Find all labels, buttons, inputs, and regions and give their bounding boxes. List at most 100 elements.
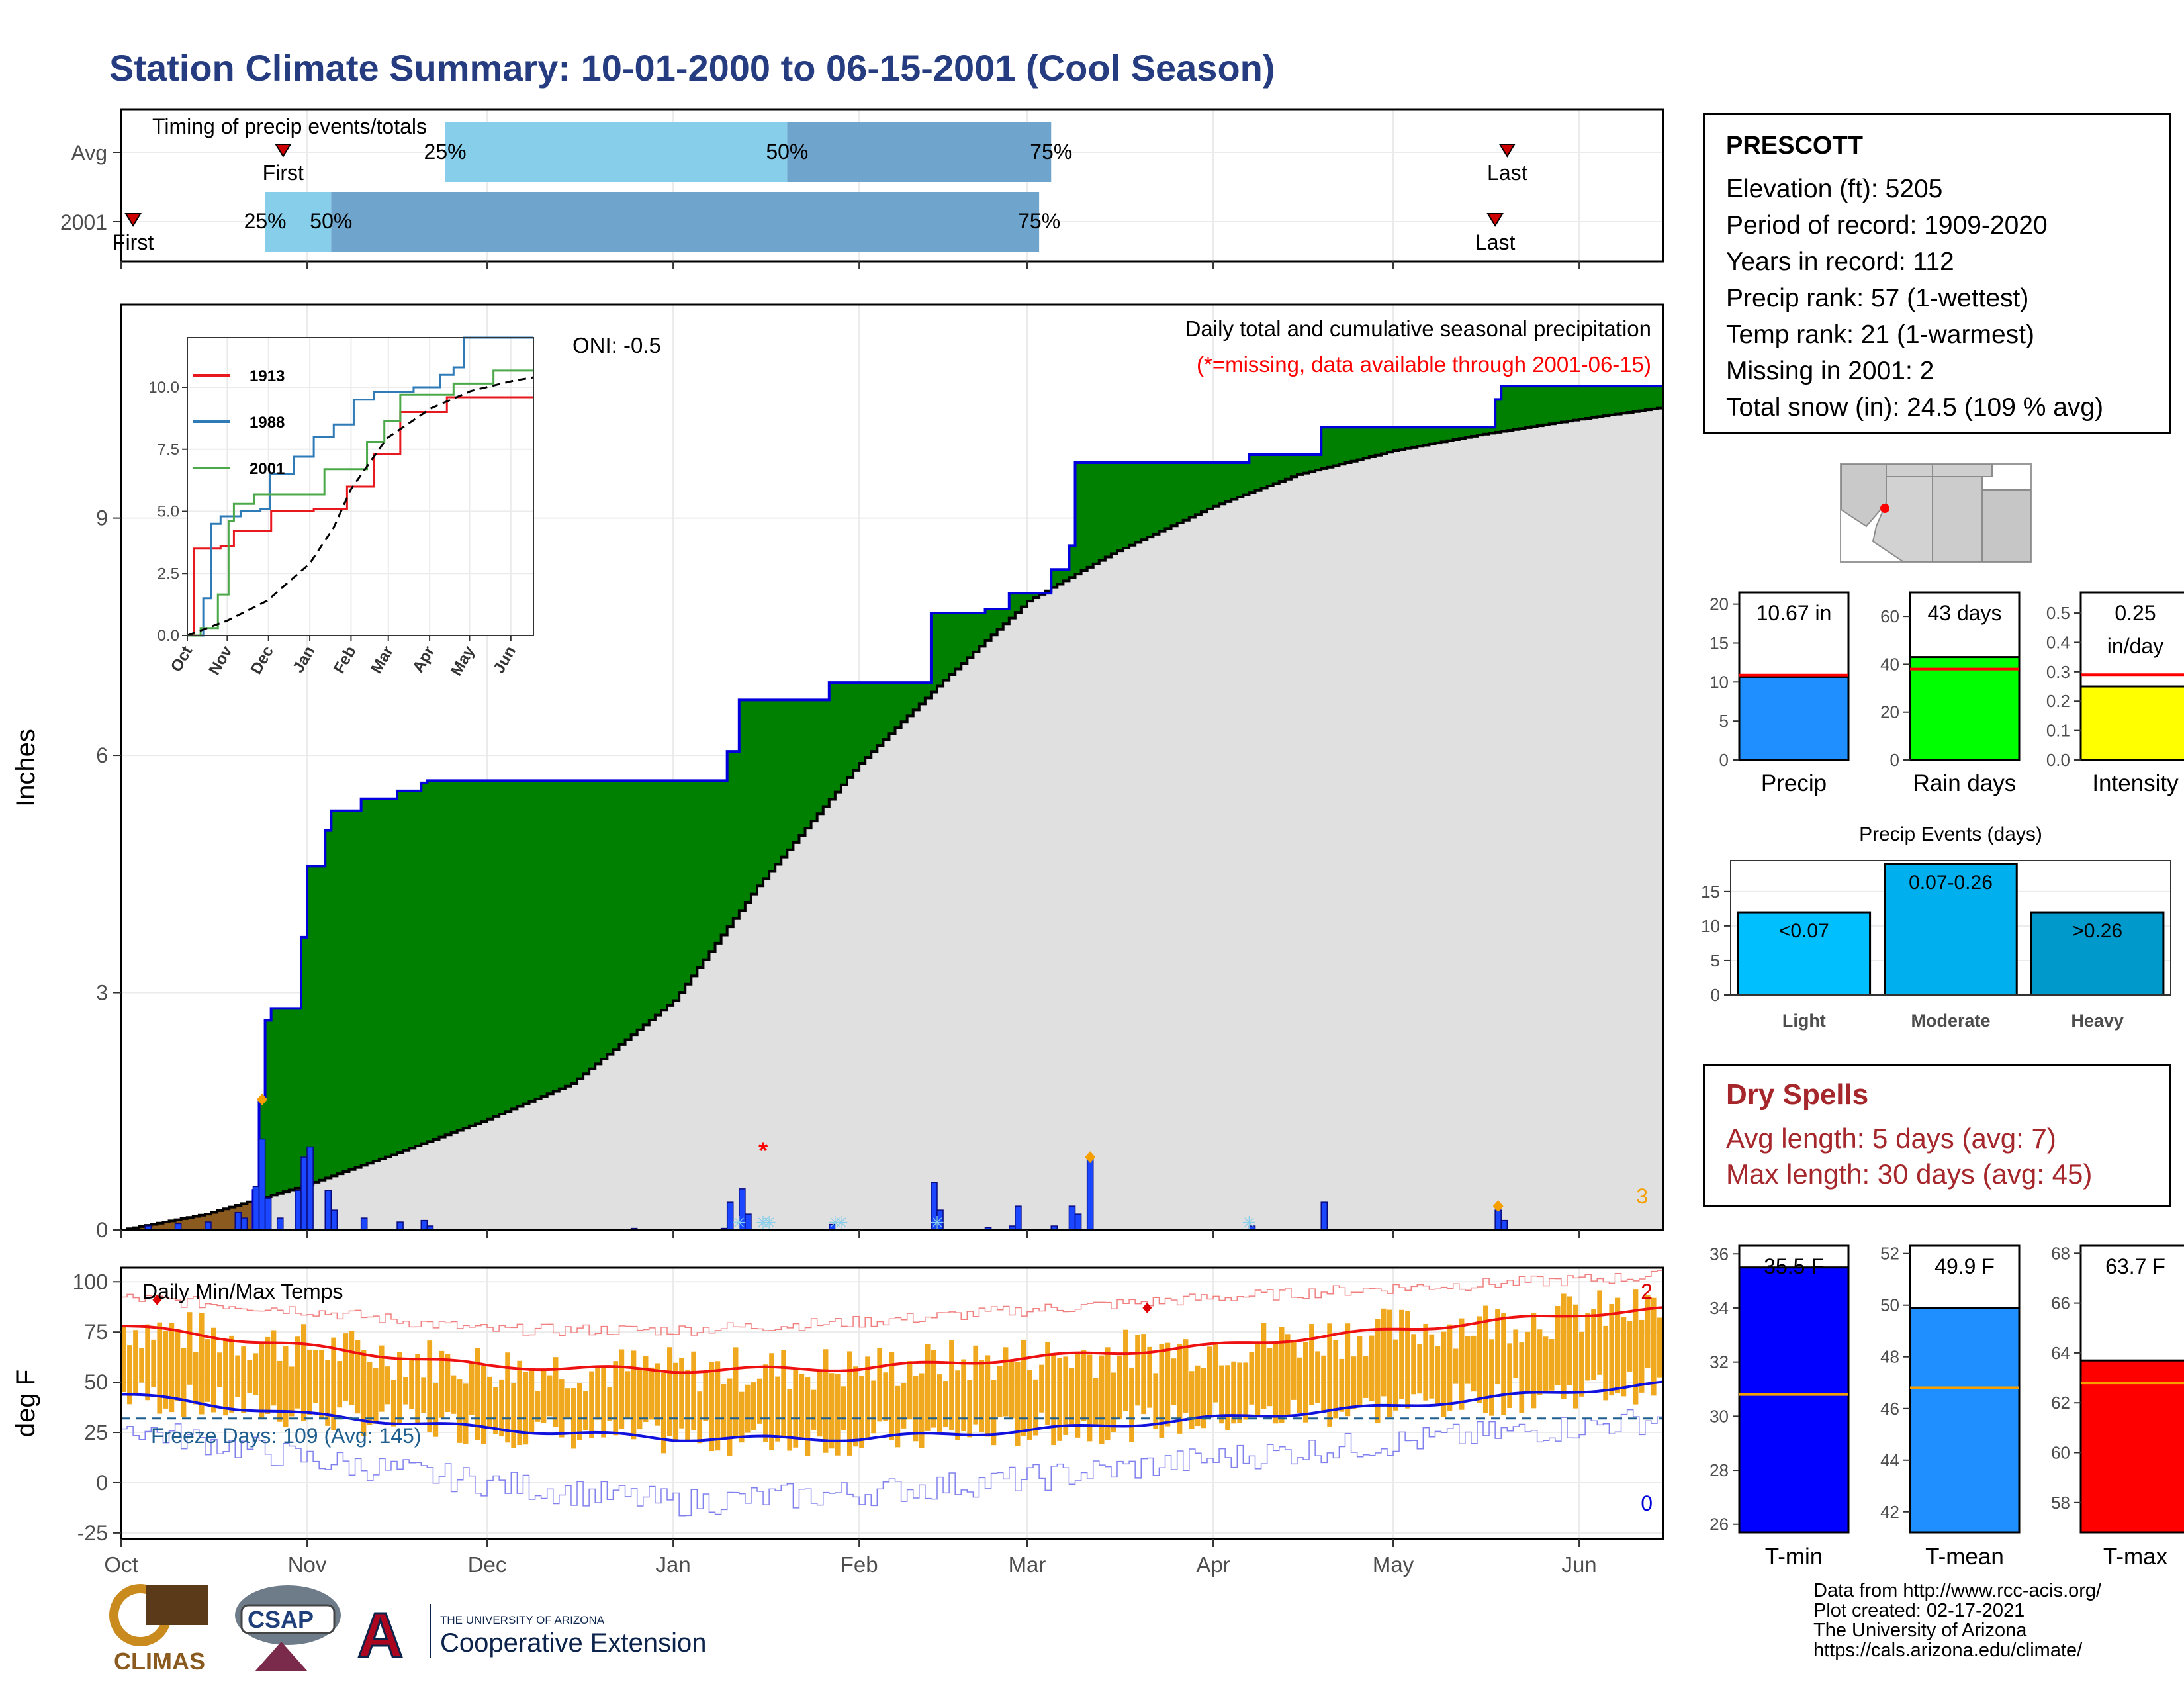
dry-spells-title: Dry Spells	[1726, 1078, 1869, 1111]
avg-max-line	[120, 1306, 1664, 1374]
daily-temp-bar	[655, 1363, 660, 1426]
daily-temp-bar	[1225, 1365, 1230, 1431]
climas-text: CLIMAS	[114, 1648, 205, 1675]
daily-temp-bar	[589, 1371, 594, 1439]
daily-temp-bar	[1171, 1358, 1177, 1405]
station-line: Missing in 2001: 2	[1726, 357, 1934, 385]
daily-temp-bar	[1129, 1367, 1134, 1442]
daily-temp-bar	[889, 1352, 895, 1440]
daily-temp-bar	[205, 1339, 210, 1402]
daily-temp-bar	[1273, 1342, 1279, 1424]
snow-day-marker: ✳	[762, 1213, 776, 1233]
month-label: May	[1373, 1552, 1414, 1577]
daily-temp-bar	[625, 1371, 631, 1419]
daily-temp-bar	[1507, 1343, 1512, 1409]
daily-temp-bar	[1435, 1346, 1441, 1405]
daily-temp-bar	[1603, 1325, 1609, 1401]
temp-y-tick-label: 50	[84, 1370, 108, 1394]
gauge-tick-label: 0.1	[2046, 721, 2070, 741]
daily-temp-bar	[480, 1366, 486, 1444]
daily-temp-bar	[913, 1376, 919, 1442]
gauge-name-T-min: T-min	[1765, 1544, 1823, 1570]
daily-temp-bar	[1381, 1308, 1387, 1397]
record-high-marker	[1142, 1302, 1152, 1313]
daily-temp-bar	[1057, 1358, 1063, 1441]
daily-temp-bar	[439, 1350, 445, 1418]
daily-temp-bar	[1489, 1339, 1494, 1416]
daily-temp-bar	[349, 1331, 355, 1405]
gauge-tick-label: 68	[2051, 1243, 2070, 1263]
daily-temp-bar	[241, 1346, 247, 1413]
daily-temp-bar	[1015, 1362, 1021, 1446]
record-high-count: 2	[1641, 1280, 1653, 1303]
daily-temp-bar	[1003, 1347, 1009, 1417]
gauge-name-T-max: T-max	[2103, 1544, 2168, 1570]
daily-temp-bar	[1297, 1357, 1302, 1413]
csap-mountain	[255, 1642, 308, 1671]
daily-temp-bar	[415, 1354, 420, 1425]
gauge-tick-label: 58	[2051, 1493, 2070, 1513]
daily-precip-bar	[306, 1146, 314, 1231]
logo-strip: CLIMAS CSAP A THE UNIVERSITY OF ARIZONA …	[109, 1584, 706, 1675]
daily-temp-bar	[289, 1366, 295, 1417]
gauge-value-T-max: 63.7 F	[2105, 1254, 2165, 1278]
daily-temp-bar	[1477, 1316, 1482, 1403]
daily-temp-bar	[901, 1383, 907, 1429]
daily-temp-bar	[727, 1378, 733, 1456]
daily-temp-bar	[1315, 1351, 1320, 1403]
daily-temp-bar	[1651, 1297, 1657, 1396]
extreme-event-marker	[257, 1093, 268, 1105]
station-line: Temp rank: 21 (1-warmest)	[1726, 320, 2034, 349]
daily-temp-bar	[853, 1366, 858, 1447]
daily-temp-bar	[1543, 1336, 1549, 1394]
daily-temp-bar	[1093, 1378, 1099, 1427]
temp-gauges: 35.5 F 26 28 30 32 34 36 T-min 49.9 F 42 44 46 48 50 5…	[1709, 1243, 2184, 1570]
daily-temp-bar	[1531, 1313, 1537, 1409]
daily-temp-bar	[229, 1335, 234, 1413]
gauge-tick-label: 52	[1880, 1244, 1899, 1264]
daily-precip-bar	[396, 1221, 404, 1231]
observed-cumulative-line	[121, 385, 1663, 1231]
precip-events-chart: Precip Events (days) <0.07 Light 0.07-0.26 M…	[1701, 823, 2171, 1031]
daily-temp-bar	[511, 1383, 517, 1448]
daily-temp-bar	[445, 1354, 451, 1412]
daily-temp-bar	[319, 1350, 324, 1419]
daily-temp-bar	[1033, 1379, 1038, 1436]
daily-temp-bar	[547, 1375, 553, 1417]
daily-temp-bar	[505, 1352, 510, 1443]
gauge-bar-Intensity	[2079, 685, 2184, 761]
inset-legend-label: 1988	[250, 414, 285, 432]
gauge-tick-label: 60	[1880, 606, 1899, 626]
daily-temp-bar	[829, 1373, 835, 1449]
daily-temp-bar	[1621, 1317, 1627, 1397]
station-info-box: PRESCOTT Elevation (ft): 5205 Period of …	[1703, 113, 2171, 434]
daily-precip-bar	[420, 1219, 428, 1231]
daily-temp-bar	[799, 1373, 805, 1438]
timing-p75-label: 75%	[1030, 140, 1072, 164]
locator-map	[1840, 463, 2032, 563]
daily-temp-bar	[1249, 1352, 1255, 1405]
daily-temp-bar	[936, 1374, 942, 1432]
daily-temp-bar	[1459, 1318, 1465, 1410]
daily-temp-bar	[1567, 1296, 1572, 1385]
timing-first-label: First	[263, 161, 304, 185]
daily-temp-bar	[769, 1353, 774, 1450]
precip-y-axis-label: Inches	[11, 729, 40, 807]
month-label: Feb	[841, 1552, 878, 1577]
gauge-value-T-min: 35.5 F	[1764, 1254, 1824, 1278]
gauge-tick-label: 46	[1880, 1399, 1899, 1419]
record-max-line	[121, 1270, 1664, 1336]
inset-y-tick-label: 7.5	[158, 441, 179, 459]
daily-temp-bar	[1561, 1293, 1567, 1399]
daily-precip-bar	[300, 1156, 308, 1231]
snow-day-marker: ✳	[828, 1213, 842, 1233]
daily-temp-bar	[649, 1367, 655, 1420]
daily-temp-bar	[715, 1361, 721, 1451]
daily-temp-bar	[985, 1355, 991, 1437]
gauge-tick-label: 48	[1880, 1347, 1899, 1367]
daily-temp-bar	[553, 1357, 559, 1427]
dry-spells-max: Max length: 30 days (avg: 45)	[1726, 1158, 2093, 1190]
daily-precip-bar	[1074, 1213, 1082, 1231]
daily-temp-bar	[1363, 1356, 1369, 1398]
daily-temp-bar	[1123, 1329, 1128, 1411]
